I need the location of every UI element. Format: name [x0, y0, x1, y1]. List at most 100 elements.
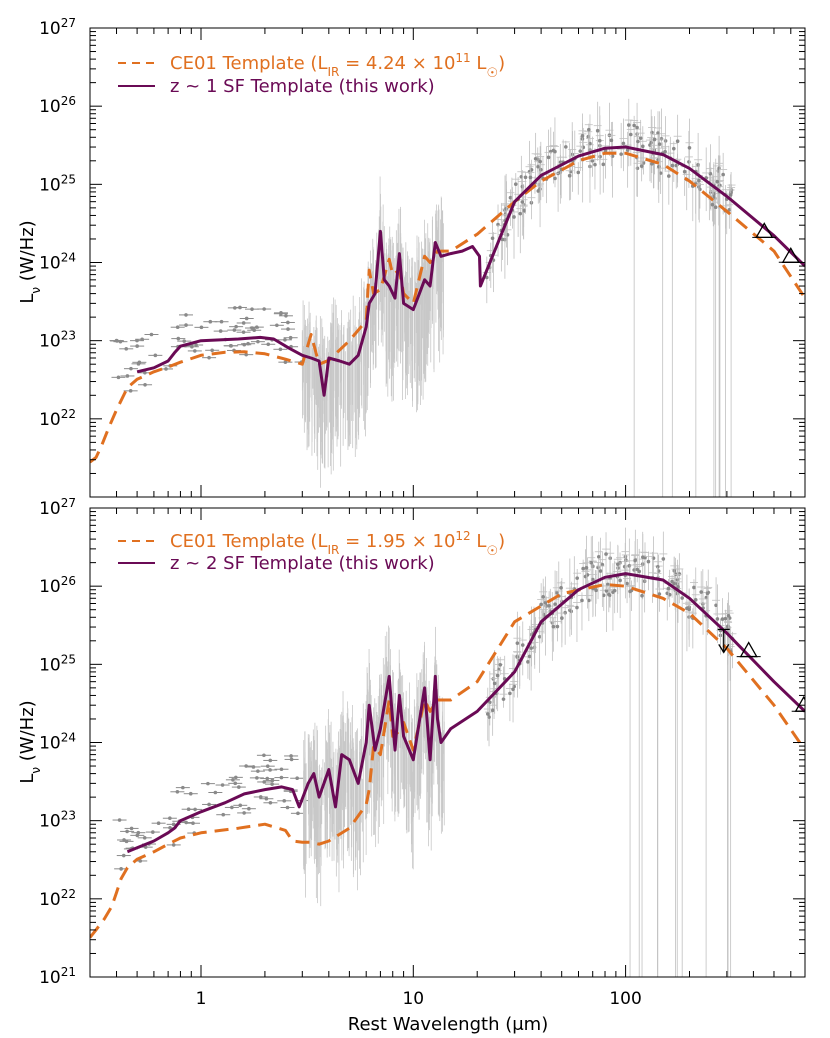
data-point: [547, 604, 551, 608]
data-point: [265, 776, 270, 781]
data-point: [649, 140, 653, 145]
data-point: [687, 160, 691, 164]
data-point: [266, 342, 271, 347]
data-point: [580, 598, 584, 603]
data-point: [206, 781, 210, 786]
data-point: [208, 319, 213, 324]
data-point: [129, 826, 134, 831]
data-point: [680, 596, 684, 600]
data-point: [242, 811, 246, 815]
data-point: [188, 791, 193, 796]
data-point: [265, 764, 270, 768]
data-point: [181, 785, 185, 790]
data-point: [508, 691, 512, 696]
data-point: [661, 557, 666, 561]
bottom-legend-ce01-label: CE01 Template (LIR = 1.95 × 1012 L☉): [170, 529, 505, 559]
data-point: [234, 324, 238, 329]
data-point: [723, 616, 728, 621]
data-point: [675, 139, 680, 144]
data-point: [285, 805, 290, 810]
data-point: [520, 643, 525, 647]
data-point: [564, 145, 568, 149]
data-point: [186, 807, 191, 812]
data-point: [495, 673, 500, 678]
data-point: [581, 145, 586, 150]
bottom-template-curves: [90, 572, 805, 939]
data-point: [528, 175, 533, 180]
data-point: [288, 335, 293, 340]
data-point: [251, 765, 256, 769]
top-legend-ce01-label: CE01 Template (LIR = 4.24 × 1011 L☉): [170, 51, 505, 81]
series-line-ce01: [90, 151, 805, 464]
data-point: [666, 586, 671, 591]
data-point: [233, 781, 238, 786]
top-plot-frame: [89, 27, 806, 498]
data-point: [286, 327, 290, 331]
data-point: [632, 123, 636, 128]
data-point: [213, 790, 218, 795]
data-point: [151, 830, 155, 834]
data-point: [595, 128, 600, 133]
data-point: [500, 237, 505, 242]
data-point: [553, 602, 557, 606]
data-point: [667, 174, 671, 178]
data-point: [539, 602, 543, 607]
data-point: [256, 769, 260, 773]
data-point: [627, 564, 632, 568]
data-point: [533, 156, 538, 161]
data-point: [536, 164, 540, 169]
data-point: [279, 311, 283, 315]
data-point: [262, 753, 266, 758]
data-point: [639, 164, 644, 168]
data-point: [254, 325, 259, 329]
bottom-legend-sf-label: z ~ 2 SF Template (this work): [170, 553, 435, 574]
data-point: [628, 132, 633, 137]
y-tick-label: 1023: [39, 809, 76, 832]
data-point: [587, 598, 591, 603]
data-point: [625, 581, 629, 586]
top-legend: CE01 Template (LIR = 4.24 × 1011 L☉) z ~…: [118, 51, 505, 97]
data-point: [241, 321, 246, 325]
bottom-observed-data: [112, 527, 737, 977]
bottom-markers: [717, 628, 805, 712]
data-point: [560, 616, 564, 620]
data-point: [175, 325, 180, 330]
data-point: [194, 343, 198, 347]
data-point: [244, 316, 249, 321]
data-point: [616, 562, 620, 567]
top-legend-sf-label: z ~ 1 SF Template (this work): [170, 76, 435, 97]
top-panel: 1027 1026 1025 1024 1023 1022 Lν (W/Hz) CE01 …: [17, 16, 806, 498]
data-point: [568, 608, 572, 613]
data-point: [207, 355, 211, 360]
data-point: [601, 162, 606, 167]
data-point: [604, 552, 608, 556]
data-point: [687, 607, 691, 612]
data-point: [182, 339, 187, 343]
data-point: [638, 136, 643, 140]
data-point: [256, 339, 260, 344]
y-tick-label: 1026: [39, 574, 76, 597]
data-point: [250, 307, 254, 311]
data-point: [575, 605, 579, 610]
data-point: [199, 325, 204, 330]
y-tick-label: 1025: [39, 652, 76, 675]
top-template-curves: [90, 145, 805, 464]
data-point: [526, 660, 530, 664]
data-point: [601, 593, 606, 598]
data-point: [143, 382, 147, 387]
x-tick-label: 1: [196, 989, 207, 1009]
data-point: [641, 161, 646, 165]
data-point: [710, 202, 715, 207]
data-point: [721, 172, 725, 177]
y-tick-label: 1027: [39, 496, 76, 519]
data-point: [244, 352, 248, 357]
data-point: [255, 776, 259, 780]
data-point: [518, 211, 523, 216]
data-point: [713, 205, 718, 209]
bottom-plot-frame: [89, 507, 806, 978]
y-tick-label: 1024: [39, 251, 76, 274]
data-point: [575, 576, 579, 580]
bottom-y-axis-label: Lν (W/Hz): [17, 700, 43, 783]
data-point: [230, 805, 234, 810]
